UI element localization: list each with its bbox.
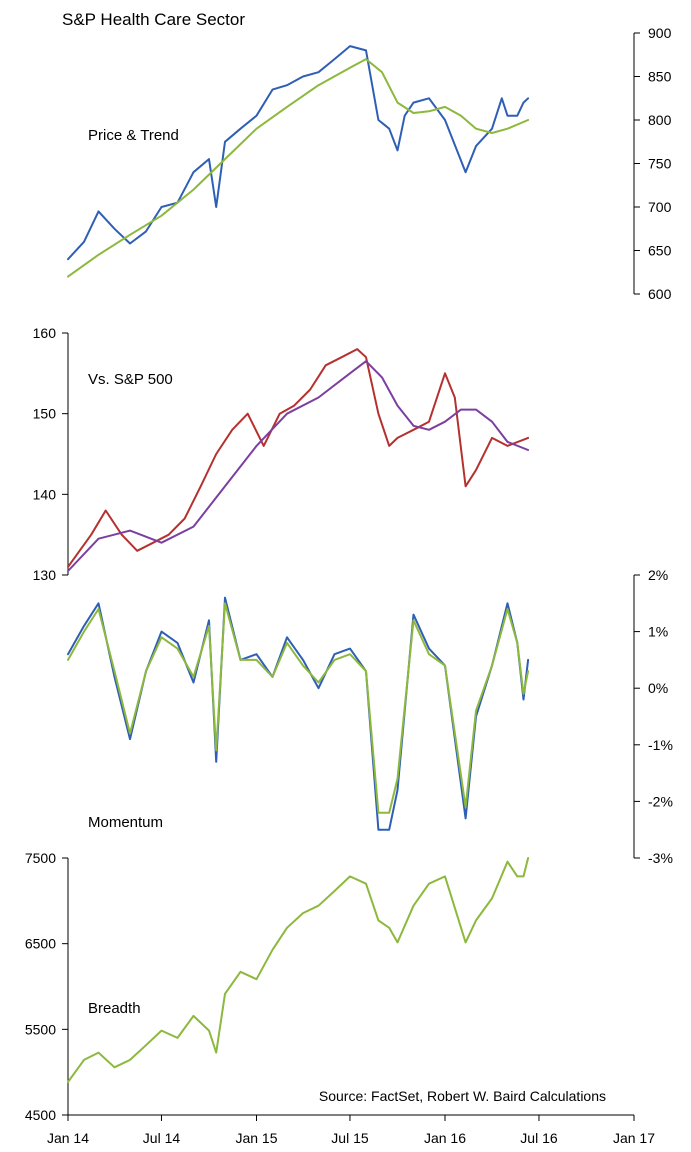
y-tick-label: -1% (648, 737, 673, 753)
y-tick-label: 650 (648, 243, 672, 259)
y-tick-label: 2% (648, 567, 668, 583)
panel-label: Momentum (88, 814, 163, 831)
series-line-1 (67, 45, 530, 261)
panel-4: 7500 6500 5500 4500 Breadth (25, 850, 530, 1123)
y-tick-label: 130 (33, 567, 57, 583)
chart-title: S&P Health Care Sector (62, 10, 245, 29)
x-tick-label: Jul 14 (143, 1130, 181, 1146)
y-tick-label: 800 (648, 112, 672, 128)
y-tick-label: 4500 (25, 1107, 56, 1123)
y-tick-label: 700 (648, 199, 672, 215)
source-note: Source: FactSet, Robert W. Baird Calcula… (319, 1088, 606, 1104)
x-tick-label: Jan 15 (235, 1130, 277, 1146)
panel-1: 900 850 800 750 700 650 600 Price & Trend (67, 25, 672, 302)
y-tick-label: 1% (648, 624, 668, 640)
series-line-2 (67, 602, 530, 814)
x-tick-label: Jan 17 (613, 1130, 655, 1146)
series-line-1 (67, 596, 530, 831)
y-tick-label: -2% (648, 793, 673, 809)
panel-label: Price & Trend (88, 127, 179, 144)
y-tick-label: 140 (33, 486, 57, 502)
y-tick-label: 150 (33, 406, 57, 422)
y-tick-label: 600 (648, 286, 672, 302)
x-axis: Jan 14 Jul 14 Jan 15 Jul 15 Jan 16 Jul 16 Jan … (47, 1114, 655, 1146)
panel-3: 2% 1% 0% -1% -2% -3% Momentum (67, 567, 673, 866)
series-line-1 (67, 857, 530, 1083)
y-tick-label: 0% (648, 680, 668, 696)
y-tick-label: 160 (33, 325, 57, 341)
x-tick-label: Jul 15 (331, 1130, 369, 1146)
y-tick-label: 7500 (25, 850, 56, 866)
x-tick-label: Jan 16 (424, 1130, 466, 1146)
panel-label: Vs. S&P 500 (88, 371, 173, 388)
y-tick-label: 750 (648, 156, 672, 172)
chart-panels: 900 850 800 750 700 650 600 Price & Trend 160 150… (25, 25, 673, 1123)
y-tick-label: 900 (648, 25, 672, 41)
x-tick-label: Jan 14 (47, 1130, 89, 1146)
panel-2: 160 150 140 130 Vs. S&P 500 (33, 325, 530, 583)
panel-label: Breadth (88, 1000, 141, 1017)
y-tick-label: -3% (648, 850, 673, 866)
y-tick-label: 6500 (25, 936, 56, 952)
x-tick-label: Jul 16 (520, 1130, 558, 1146)
series-line-2 (67, 58, 530, 278)
y-tick-label: 5500 (25, 1021, 56, 1037)
series-line-2 (67, 360, 530, 572)
y-tick-label: 850 (648, 69, 672, 85)
